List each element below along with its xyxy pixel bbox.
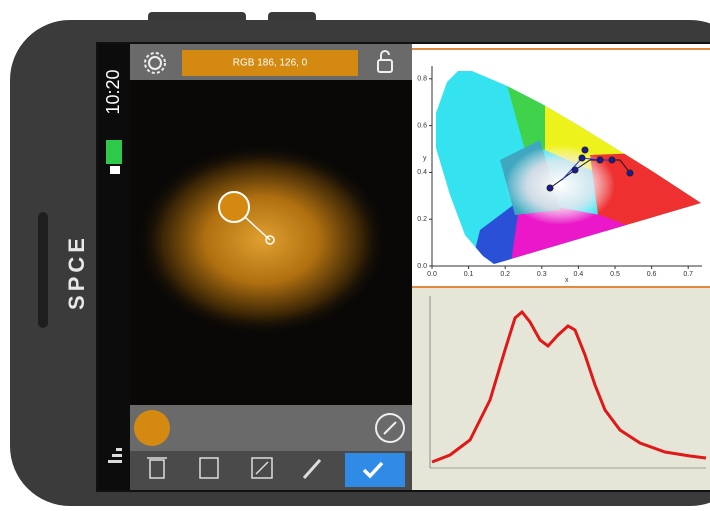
x-tick-label: 0.3 bbox=[537, 271, 547, 278]
expand-button[interactable] bbox=[251, 457, 273, 479]
spectrum-axes bbox=[429, 296, 706, 469]
signal-icon bbox=[108, 448, 122, 463]
x-tick-label: 0.0 bbox=[427, 271, 437, 278]
cie-axes bbox=[431, 66, 702, 267]
y-tick-label: 0.6 bbox=[417, 122, 427, 129]
eyedropper-icon bbox=[383, 421, 397, 435]
spectrum-curve bbox=[431, 309, 707, 464]
clock: 10:20 bbox=[103, 69, 123, 114]
sample-points bbox=[546, 146, 634, 192]
eyedropper-button[interactable] bbox=[375, 413, 405, 443]
battery-tip bbox=[110, 166, 120, 174]
report-button[interactable] bbox=[199, 457, 219, 479]
spectrum-chart bbox=[412, 286, 710, 490]
status-bar bbox=[98, 44, 130, 490]
check-icon bbox=[362, 461, 384, 479]
x-tick-label: 0.1 bbox=[464, 271, 474, 278]
lock-button[interactable] bbox=[377, 50, 393, 73]
y-tick-label: 0.4 bbox=[417, 169, 427, 176]
color-swatch bbox=[134, 410, 170, 446]
battery bbox=[106, 140, 122, 164]
y-tick-label: 0.8 bbox=[417, 76, 427, 83]
edit-button[interactable] bbox=[302, 459, 322, 479]
sample-spot bbox=[137, 145, 387, 335]
x-axis-label: x bbox=[565, 277, 569, 284]
y-tick-label: 0.0 bbox=[417, 263, 427, 270]
x-tick-label: 0.2 bbox=[500, 271, 510, 278]
settings-button[interactable] bbox=[144, 52, 166, 74]
swatch-bar bbox=[130, 405, 412, 451]
x-tick-label: 0.4 bbox=[574, 271, 584, 278]
x-tick-label: 0.6 bbox=[647, 271, 657, 278]
brand: SPCE bbox=[64, 234, 89, 310]
picker-target bbox=[265, 235, 275, 245]
y-axis-label: y bbox=[423, 155, 427, 162]
y-tick-label: 0.2 bbox=[417, 216, 427, 223]
delete-button[interactable] bbox=[147, 457, 167, 479]
rgb-readout bbox=[182, 50, 358, 76]
speaker bbox=[38, 212, 48, 328]
x-tick-label: 0.5 bbox=[610, 271, 620, 278]
color-picker[interactable] bbox=[218, 191, 250, 223]
x-tick-label: 0.7 bbox=[683, 271, 693, 278]
rgb-label: RGB 186, 126, 0 bbox=[233, 58, 308, 69]
